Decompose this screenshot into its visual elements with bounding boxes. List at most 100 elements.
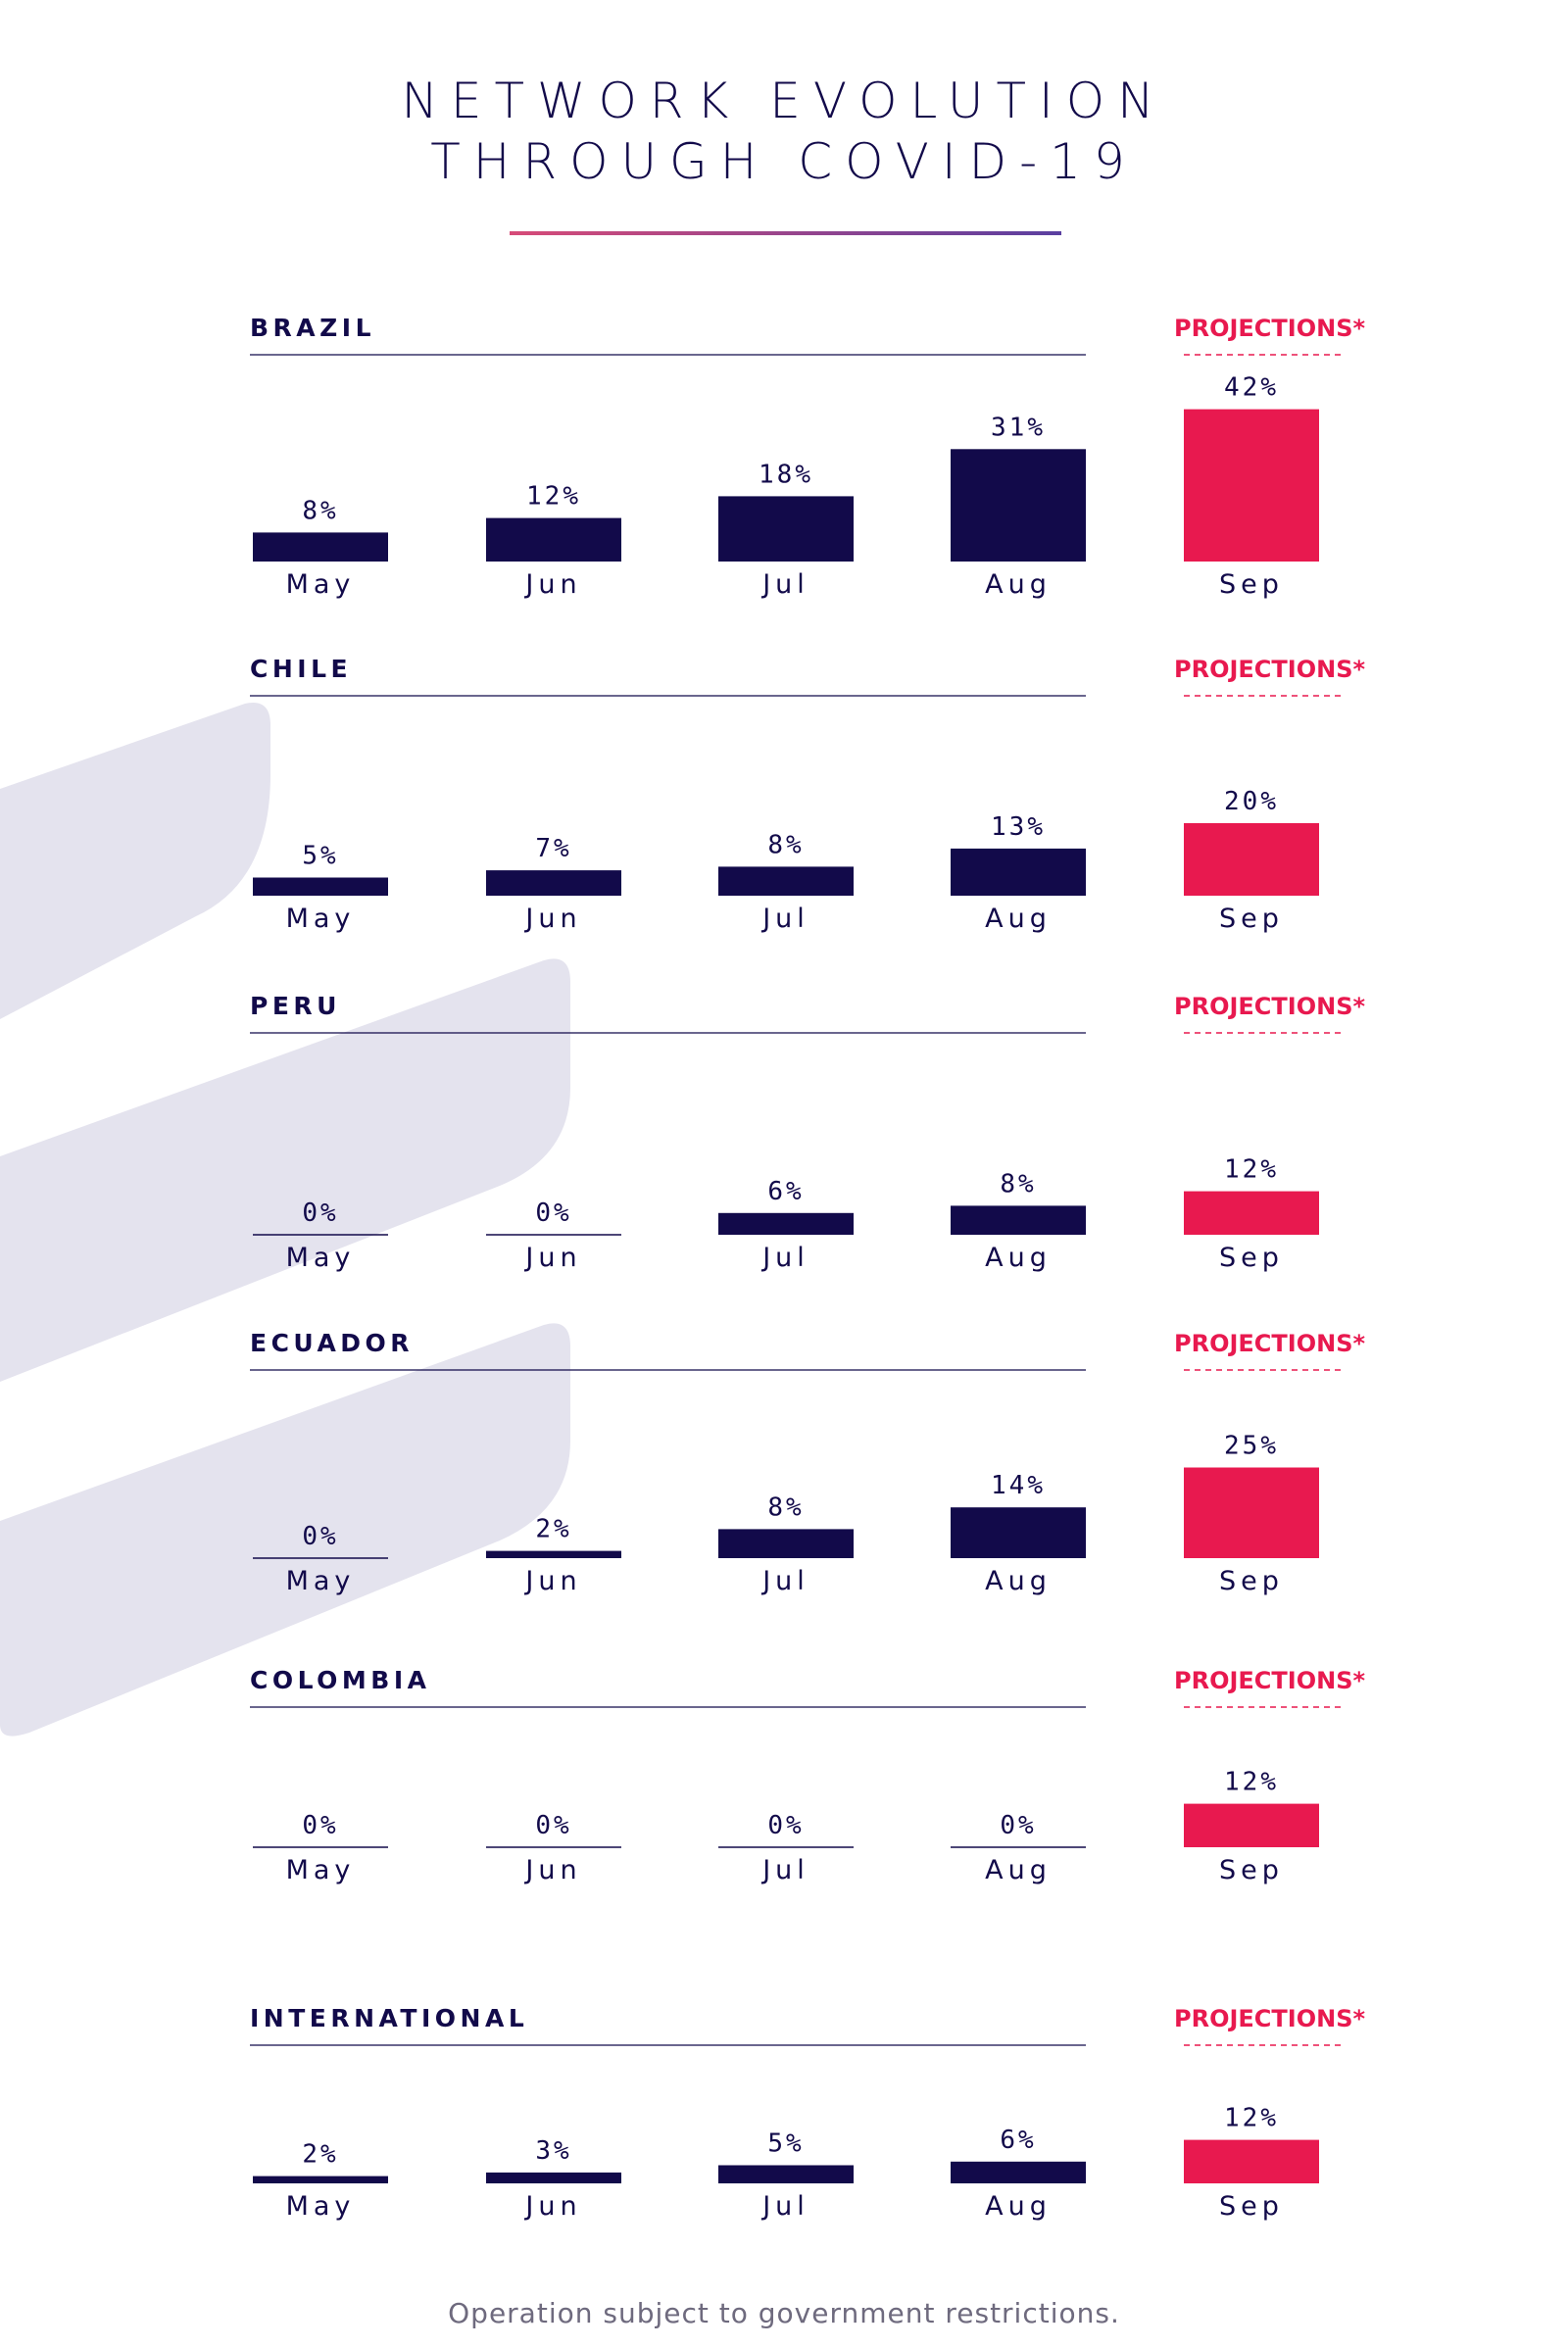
month-label-ecuador-jun: Jun: [523, 1566, 581, 1596]
value-label-brazil-may: 8%: [302, 496, 338, 525]
value-label-brazil-jun: 12%: [526, 482, 581, 512]
bar-international-may: [253, 2176, 388, 2183]
month-label-colombia-may: May: [286, 1855, 356, 1885]
bar-peru-jul: [718, 1212, 854, 1235]
month-label-brazil-sep: Sep: [1219, 569, 1284, 600]
month-label-international-aug: Aug: [985, 2191, 1052, 2222]
value-label-colombia-jul: 0%: [767, 1811, 804, 1840]
value-label-ecuador-may: 0%: [302, 1522, 338, 1551]
bar-chile-aug: [951, 848, 1086, 896]
value-label-chile-aug: 13%: [991, 812, 1046, 842]
country-label-brazil: BRAZIL: [250, 314, 375, 342]
country-label-chile: CHILE: [250, 655, 352, 683]
bar-international-aug: [951, 2161, 1086, 2183]
month-label-brazil-may: May: [286, 569, 356, 600]
value-label-brazil-sep: 42%: [1224, 373, 1279, 403]
background-stripe-2: [0, 958, 570, 1382]
value-label-international-may: 2%: [302, 2140, 338, 2170]
month-label-colombia-jun: Jun: [523, 1855, 581, 1885]
value-label-chile-may: 5%: [302, 842, 338, 871]
month-label-peru-sep: Sep: [1219, 1243, 1284, 1273]
value-label-chile-sep: 20%: [1224, 787, 1279, 816]
projections-label-ecuador: PROJECTIONS*: [1174, 1330, 1365, 1357]
title-gradient-rule: [510, 231, 1061, 235]
value-label-international-sep: 12%: [1224, 2104, 1279, 2133]
background-stripe-1: [0, 702, 270, 1019]
value-label-colombia-jun: 0%: [535, 1811, 571, 1840]
bar-peru-aug: [951, 1205, 1086, 1235]
value-label-colombia-sep: 12%: [1224, 1768, 1279, 1797]
bar-chile-may: [253, 877, 388, 896]
country-label-colombia: COLOMBIA: [250, 1666, 430, 1694]
bar-colombia-sep: [1184, 1803, 1319, 1847]
value-label-ecuador-sep: 25%: [1224, 1432, 1279, 1461]
bar-ecuador-aug: [951, 1507, 1086, 1558]
value-label-chile-jun: 7%: [535, 834, 571, 863]
projections-label-international: PROJECTIONS*: [1174, 2005, 1365, 2032]
bar-brazil-jul: [718, 496, 854, 562]
bar-peru-sep: [1184, 1191, 1319, 1235]
value-label-international-aug: 6%: [1000, 2126, 1036, 2155]
value-label-brazil-jul: 18%: [759, 460, 813, 489]
value-label-peru-aug: 8%: [1000, 1169, 1036, 1198]
month-label-brazil-jun: Jun: [523, 569, 581, 600]
month-label-international-jun: Jun: [523, 2191, 581, 2222]
country-label-ecuador: ECUADOR: [250, 1329, 414, 1357]
month-label-chile-may: May: [286, 904, 356, 934]
month-label-chile-jun: Jun: [523, 904, 581, 934]
value-label-international-jun: 3%: [535, 2136, 571, 2166]
bar-ecuador-jun: [486, 1550, 621, 1558]
bar-chile-jun: [486, 870, 621, 896]
value-label-colombia-aug: 0%: [1000, 1811, 1036, 1840]
month-label-brazil-jul: Jul: [760, 569, 809, 600]
bar-chile-jul: [718, 866, 854, 896]
bar-international-jun: [486, 2172, 621, 2183]
month-label-chile-aug: Aug: [985, 904, 1052, 934]
bar-brazil-sep: [1184, 409, 1319, 562]
bar-international-jul: [718, 2165, 854, 2183]
projections-label-chile: PROJECTIONS*: [1174, 656, 1365, 683]
month-label-peru-may: May: [286, 1243, 356, 1273]
value-label-brazil-aug: 31%: [991, 413, 1046, 442]
chart-title-line-1: NETWORK EVOLUTION: [401, 73, 1167, 129]
chart-title-line-2: THROUGH COVID-19: [430, 133, 1138, 190]
month-label-ecuador-aug: Aug: [985, 1566, 1052, 1596]
country-label-peru: PERU: [250, 992, 341, 1020]
value-label-colombia-may: 0%: [302, 1811, 338, 1840]
month-label-brazil-aug: Aug: [985, 569, 1052, 600]
projections-label-colombia: PROJECTIONS*: [1174, 1667, 1365, 1694]
month-label-peru-jul: Jul: [760, 1243, 809, 1273]
value-label-peru-jul: 6%: [767, 1177, 804, 1206]
bar-chile-sep: [1184, 823, 1319, 896]
value-label-ecuador-jun: 2%: [535, 1515, 571, 1544]
value-label-peru-jun: 0%: [535, 1198, 571, 1228]
value-label-ecuador-aug: 14%: [991, 1471, 1046, 1500]
projections-label-brazil: PROJECTIONS*: [1174, 315, 1365, 342]
month-label-ecuador-jul: Jul: [760, 1566, 809, 1596]
background-stripe-3: [0, 1323, 570, 1737]
month-label-colombia-aug: Aug: [985, 1855, 1052, 1885]
month-label-international-may: May: [286, 2191, 356, 2222]
month-label-colombia-sep: Sep: [1219, 1855, 1284, 1885]
month-label-ecuador-may: May: [286, 1566, 356, 1596]
month-label-peru-aug: Aug: [985, 1243, 1052, 1273]
bar-brazil-aug: [951, 449, 1086, 562]
month-label-chile-sep: Sep: [1219, 904, 1284, 934]
month-label-international-sep: Sep: [1219, 2191, 1284, 2222]
bar-brazil-may: [253, 532, 388, 562]
month-label-ecuador-sep: Sep: [1219, 1566, 1284, 1596]
month-label-chile-jul: Jul: [760, 904, 809, 934]
footnote: Operation subject to government restrict…: [448, 2297, 1120, 2329]
value-label-chile-jul: 8%: [767, 830, 804, 859]
bar-international-sep: [1184, 2139, 1319, 2183]
value-label-international-jul: 5%: [767, 2129, 804, 2159]
month-label-colombia-jul: Jul: [760, 1855, 809, 1885]
month-label-peru-jun: Jun: [523, 1243, 581, 1273]
month-label-international-jul: Jul: [760, 2191, 809, 2222]
value-label-peru-sep: 12%: [1224, 1155, 1279, 1185]
bar-brazil-jun: [486, 517, 621, 562]
value-label-peru-may: 0%: [302, 1198, 338, 1228]
value-label-ecuador-jul: 8%: [767, 1492, 804, 1522]
